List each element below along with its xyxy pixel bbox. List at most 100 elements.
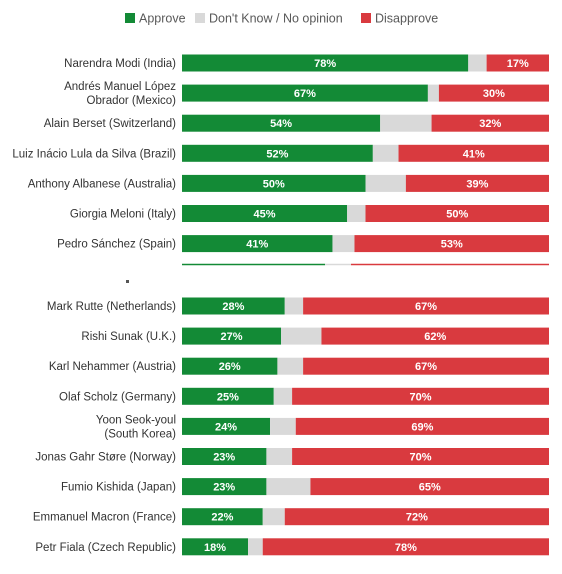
dont-know-bar: [372, 144, 399, 162]
disapprove-bar: [321, 327, 549, 345]
disapprove-bar: [284, 508, 549, 526]
disapprove-bar: [292, 387, 549, 405]
disapprove-value-label: 62%: [424, 331, 446, 343]
disapprove-value-label: 53%: [441, 239, 463, 251]
approve-value-label: 26%: [219, 361, 241, 373]
approve-bar: [182, 205, 348, 222]
leader-name-label: Emmanuel Macron (France): [33, 512, 176, 524]
disapprove-value-label: 65%: [419, 482, 441, 494]
approve-bar: [182, 387, 274, 405]
disapprove-value-label: 72%: [406, 512, 428, 524]
approve-bar: [182, 357, 278, 375]
disapprove-bar: [431, 114, 549, 132]
disapprove-value-label: 50%: [446, 209, 468, 221]
approve-bar: [182, 297, 285, 315]
approve-bar: [182, 235, 333, 253]
approve-value-label: 78%: [314, 58, 336, 70]
approve-value-label: 28%: [222, 301, 244, 313]
disapprove-value-label: 41%: [463, 148, 485, 160]
dont-know-bar: [266, 478, 311, 496]
approve-value-label: 23%: [213, 452, 235, 464]
disapprove-value-label: 30%: [483, 88, 505, 100]
approve-bar: [182, 114, 381, 132]
stacked-bars: 78% 17% 67% 30% 54% 32% 52% 41% 50% 39% 45% 50% 41% 5…: [182, 54, 549, 556]
dont-know-bar: [332, 235, 355, 253]
leader-name-label: Petr Fiala (Czech Republic): [35, 542, 176, 554]
approve-bar: [182, 478, 267, 496]
disapprove-bar: [292, 448, 549, 465]
approve-value-label: 18%: [204, 542, 226, 554]
disapprove-bar: [405, 174, 549, 192]
disapprove-bar: [398, 144, 549, 162]
approve-value-label: 41%: [246, 239, 268, 251]
dont-know-bar: [380, 114, 432, 132]
leader-name-label: Rishi Sunak (U.K.): [81, 331, 176, 343]
legend-swatch-dont-know: [195, 13, 205, 23]
disapprove-bar: [365, 205, 549, 222]
leader-name-label: Jonas Gahr Støre (Norway): [35, 452, 176, 464]
disapprove-value-label: 70%: [410, 452, 432, 464]
approve-value-label: 22%: [211, 512, 233, 524]
legend-label: Don't Know / No opinion: [209, 12, 343, 26]
disapprove-bar: [262, 538, 549, 556]
dont-know-bar: [262, 508, 285, 526]
disapprove-bar: [303, 297, 549, 315]
disapprove-bar: [354, 235, 549, 253]
leader-name-label: Mark Rutte (Netherlands): [47, 301, 176, 313]
disapprove-value-label: 67%: [415, 301, 437, 313]
dont-know-bar: [281, 327, 322, 345]
approve-value-label: 23%: [213, 482, 235, 494]
approve-value-label: 52%: [266, 148, 288, 160]
leader-name-label: Narendra Modi (India): [64, 58, 176, 70]
leader-name-label: Olaf Scholz (Germany): [59, 391, 176, 403]
legend-swatch-approve: [125, 13, 135, 23]
approve-bar: [182, 508, 263, 526]
disapprove-value-label: 32%: [479, 118, 501, 130]
dont-know-bar: [277, 357, 304, 375]
group-separator: [126, 263, 549, 283]
disapprove-value-label: 67%: [415, 361, 437, 373]
chart-legend: Approve Don't Know / No opinion Disapprove: [125, 12, 438, 26]
disapprove-value-label: 39%: [466, 178, 488, 190]
dont-know-bar: [284, 297, 304, 315]
approve-value-label: 50%: [263, 178, 285, 190]
dont-know-bar: [266, 448, 293, 465]
leader-name-label: Fumio Kishida (Japan): [61, 482, 176, 494]
disapprove-value-label: 17%: [507, 58, 529, 70]
approve-value-label: 27%: [221, 331, 243, 343]
approve-bar: [182, 538, 249, 556]
disapprove-bar: [438, 84, 549, 102]
dont-know-bar: [273, 387, 293, 405]
disapprove-bar: [295, 417, 549, 435]
approve-value-label: 67%: [294, 88, 316, 100]
dont-know-bar: [427, 84, 439, 102]
leader-name-label: Yoon Seok-youl: [96, 414, 176, 426]
disapprove-value-label: 70%: [410, 391, 432, 403]
approve-value-label: 24%: [215, 421, 237, 433]
leader-name-label: Pedro Sánchez (Spain): [57, 239, 176, 251]
leader-name-label: Karl Nehammer (Austria): [49, 361, 176, 373]
approve-bar: [182, 174, 366, 192]
disapprove-bar: [303, 357, 549, 375]
approve-value-label: 25%: [217, 391, 239, 403]
leader-name-label: Giorgia Meloni (Italy): [70, 209, 176, 221]
leader-name-label: Andrés Manuel López: [64, 81, 176, 93]
approve-bar: [182, 327, 282, 345]
approve-bar: [182, 417, 271, 435]
approve-value-label: 54%: [270, 118, 292, 130]
disapprove-value-label: 78%: [395, 542, 417, 554]
dont-know-bar: [248, 538, 263, 556]
legend-label: Disapprove: [375, 12, 438, 26]
disapprove-bar: [310, 478, 549, 496]
dont-know-bar: [365, 174, 406, 192]
disapprove-value-label: 69%: [411, 421, 433, 433]
leader-name-label: Anthony Albanese (Australia): [28, 178, 176, 190]
approve-bar: [182, 54, 469, 72]
approve-bar: [182, 448, 267, 465]
dont-know-bar: [347, 205, 366, 222]
approve-bar: [182, 144, 373, 162]
dont-know-bar: [270, 417, 296, 435]
legend-swatch-disapprove: [361, 13, 371, 23]
legend-label: Approve: [139, 12, 186, 26]
